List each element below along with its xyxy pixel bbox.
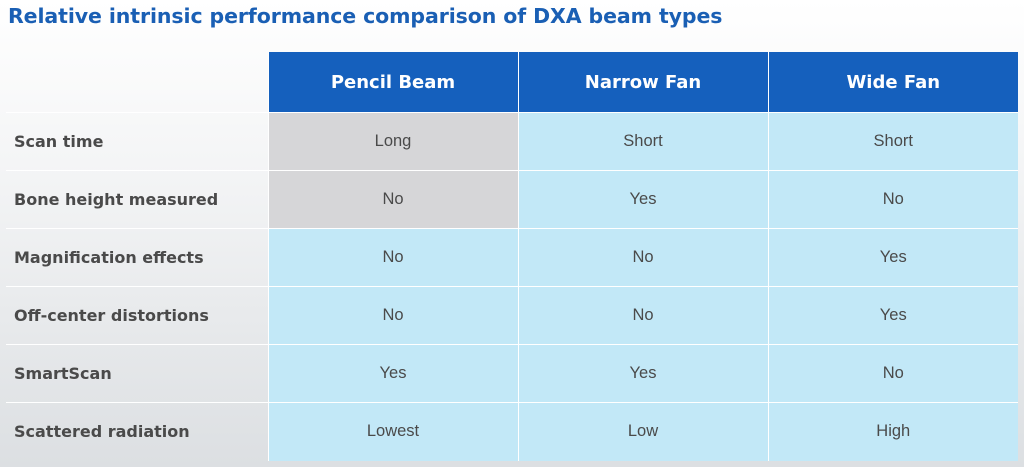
table-cell: Lowest: [267, 402, 518, 461]
row-label: Off-center distortions: [6, 286, 268, 345]
column-header-wide-fan: Wide Fan: [767, 52, 1018, 113]
table-cell: No: [267, 228, 518, 287]
table-cell: High: [767, 402, 1018, 461]
column-header-narrow-fan: Narrow Fan: [517, 52, 768, 113]
row-label: Scan time: [6, 112, 268, 171]
table-cell: Yes: [517, 344, 768, 403]
table-row: Magnification effects No No Yes: [6, 228, 1018, 287]
column-header-pencil-beam: Pencil Beam: [267, 52, 518, 113]
table-row: Scan time Long Short Short: [6, 112, 1018, 171]
table-cell: Short: [767, 112, 1018, 171]
header-row: Pencil Beam Narrow Fan Wide Fan: [6, 52, 1018, 113]
table-cell: Yes: [767, 228, 1018, 287]
row-label: Magnification effects: [6, 228, 268, 287]
table-row: Bone height measured No Yes No: [6, 170, 1018, 229]
row-label: Bone height measured: [6, 170, 268, 229]
table-cell: Low: [517, 402, 768, 461]
table-row: Off-center distortions No No Yes: [6, 286, 1018, 345]
table-cell: No: [517, 286, 768, 345]
table-row: Scattered radiation Lowest Low High: [6, 402, 1018, 461]
row-label: SmartScan: [6, 344, 268, 403]
comparison-table: Pencil Beam Narrow Fan Wide Fan Scan tim…: [6, 52, 1018, 461]
table-row: SmartScan Yes Yes No: [6, 344, 1018, 403]
table-cell: Yes: [267, 344, 518, 403]
table-cell: No: [267, 286, 518, 345]
table-cell: Yes: [767, 286, 1018, 345]
row-label: Scattered radiation: [6, 402, 268, 461]
table-cell: Yes: [517, 170, 768, 229]
table-cell: No: [767, 170, 1018, 229]
table-cell: No: [767, 344, 1018, 403]
table-cell: No: [517, 228, 768, 287]
table-cell: Long: [267, 112, 518, 171]
table-cell: Short: [517, 112, 768, 171]
header-corner: [6, 52, 268, 113]
table-cell: No: [267, 170, 518, 229]
page-title: Relative intrinsic performance compariso…: [8, 4, 723, 28]
